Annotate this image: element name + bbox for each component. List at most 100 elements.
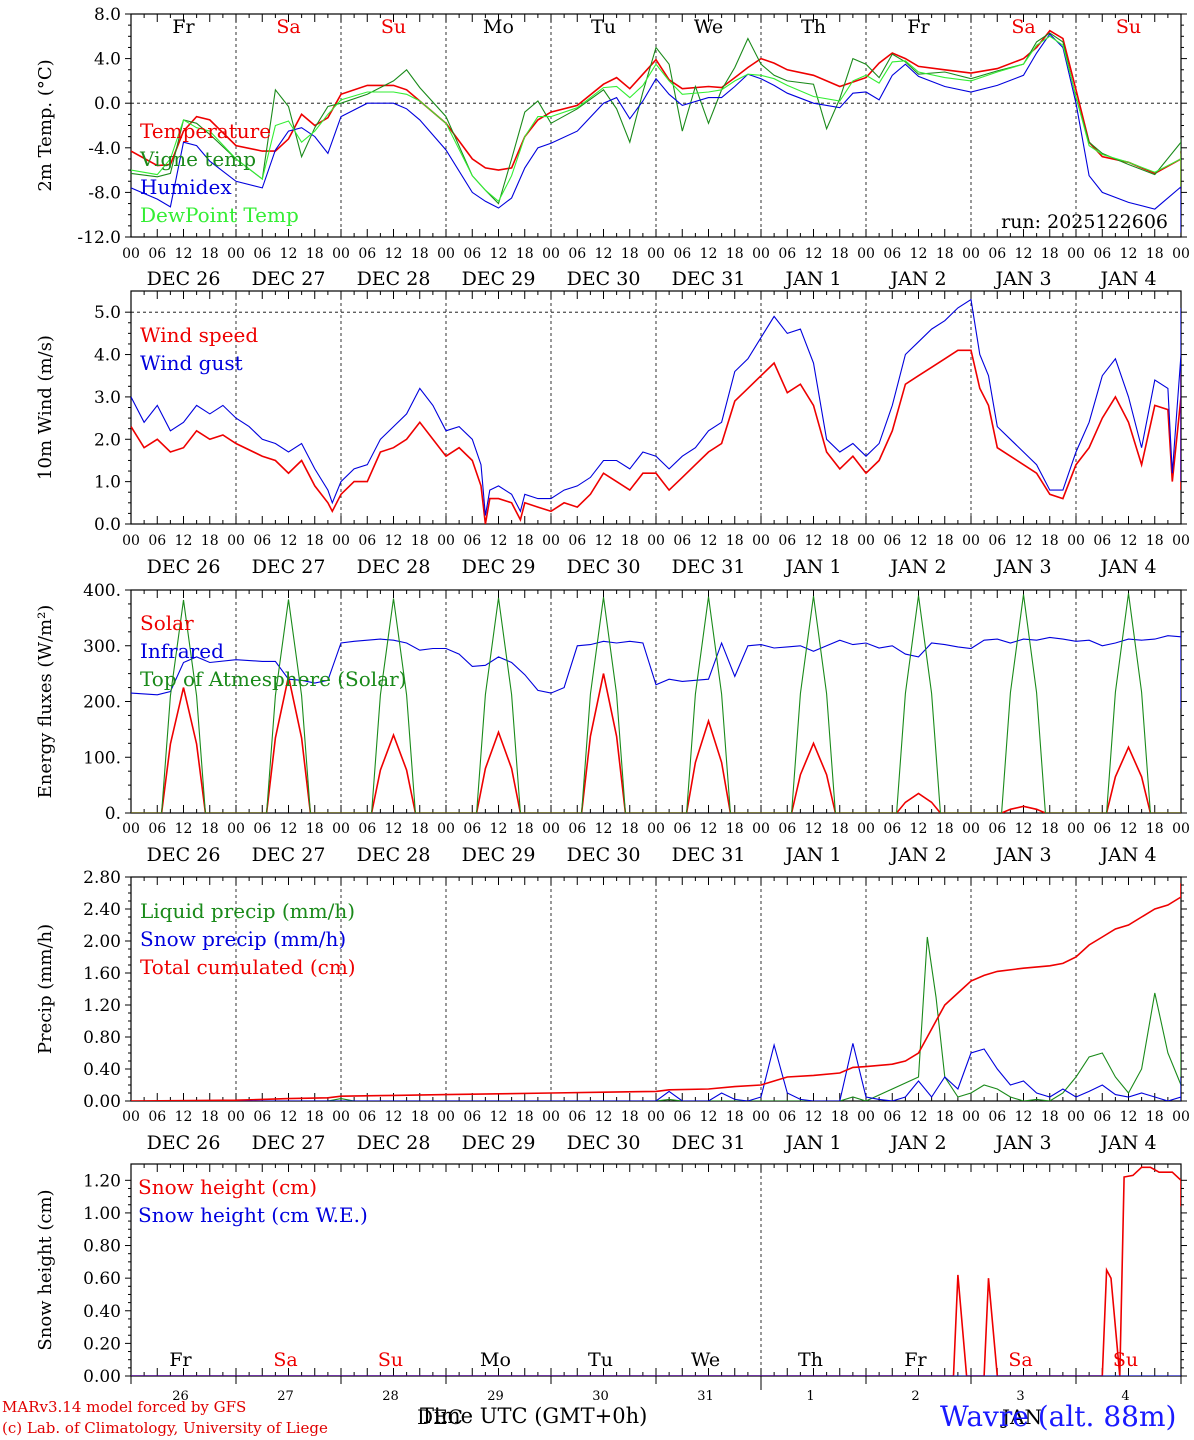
y-tick-label: 2.40 [83, 900, 121, 920]
y-tick-label: 1.00 [83, 1204, 121, 1224]
x-tick-label: 00 [1067, 533, 1085, 549]
x-tick-label: 06 [1093, 821, 1111, 837]
y-tick-label: 5.0 [94, 303, 121, 323]
x-tick-label: 00 [437, 533, 455, 549]
date-label: DEC 26 [147, 268, 221, 290]
day-number: 31 [697, 1389, 714, 1404]
weekday-label: We [694, 16, 723, 38]
x-tick-label: 18 [936, 246, 954, 262]
x-tick-label: 18 [1041, 246, 1059, 262]
series-line-solar [131, 673, 1181, 813]
x-tick-label: 12 [910, 1109, 928, 1125]
x-tick-label: 12 [595, 1109, 613, 1125]
weekday-label: Su [1116, 16, 1141, 38]
weekday-label: Fr [172, 16, 195, 38]
x-tick-label: 12 [280, 533, 298, 549]
x-tick-label: 00 [857, 246, 875, 262]
month-label: DEC [417, 1405, 463, 1429]
date-label: DEC 26 [147, 556, 221, 578]
panel-2: 5.0 4.0 3.0 2.0 1.0 0.0 10m Wind (m/s) 00 06 12 18… [35, 290, 1190, 578]
x-tick-label: 00 [332, 1109, 350, 1125]
legend-entry: Total cumulated (cm) [140, 955, 356, 979]
y-tick-label: 0.00 [83, 1092, 121, 1112]
x-tick-label: 12 [175, 821, 193, 837]
x-tick-label: 18 [306, 246, 324, 262]
x-tick-label: 00 [962, 1109, 980, 1125]
x-tick-label: 06 [463, 821, 481, 837]
x-tick-label: 00 [752, 246, 770, 262]
y-axis-title: Precip (mm/h) [35, 924, 56, 1054]
x-tick-label: 12 [700, 1109, 718, 1125]
date-label: DEC 30 [567, 844, 641, 866]
date-label: JAN 3 [993, 556, 1051, 578]
x-tick-label: 12 [385, 1109, 403, 1125]
date-label: DEC 30 [567, 1132, 641, 1154]
x-tick-label: 06 [253, 821, 271, 837]
date-label: DEC 28 [357, 844, 431, 866]
x-tick-label: 06 [148, 821, 166, 837]
weekday-label: Mo [480, 1349, 511, 1371]
x-tick-label: 06 [673, 1109, 691, 1125]
x-tick-label: 12 [910, 533, 928, 549]
x-tick-label: 12 [385, 533, 403, 549]
date-label: DEC 28 [357, 1132, 431, 1154]
series-line-wind-speed [131, 349, 1181, 524]
x-tick-label: 06 [568, 246, 586, 262]
x-tick-label: 06 [988, 246, 1006, 262]
y-tick-label: 100. [83, 748, 121, 768]
x-tick-label: 12 [595, 246, 613, 262]
x-tick-label: 18 [936, 533, 954, 549]
x-tick-label: 06 [883, 1109, 901, 1125]
legend-entry: Wind speed [140, 323, 258, 347]
date-label: DEC 29 [462, 1132, 536, 1154]
series-line-snow-height-cm- [131, 1166, 1181, 1376]
x-tick-label: 18 [936, 821, 954, 837]
x-tick-label: 00 [227, 246, 245, 262]
y-axis-title: Energy fluxes (W/m²) [35, 605, 56, 799]
x-tick-label: 00 [332, 821, 350, 837]
x-tick-label: 06 [1093, 533, 1111, 549]
x-tick-label: 00 [227, 821, 245, 837]
x-tick-label: 00 [1172, 533, 1190, 549]
x-tick-label: 06 [778, 821, 796, 837]
x-tick-label: 06 [358, 1109, 376, 1125]
date-label: DEC 26 [147, 844, 221, 866]
weekday-label: Sa [273, 1349, 297, 1371]
x-tick-label: 12 [385, 821, 403, 837]
x-tick-label: 12 [490, 821, 508, 837]
x-tick-label: 06 [358, 246, 376, 262]
weekday-label: Sa [1008, 1349, 1032, 1371]
x-tick-label: 00 [647, 1109, 665, 1125]
x-tick-label: 12 [1120, 1109, 1138, 1125]
x-tick-label: 12 [175, 533, 193, 549]
legend-entry: Top of Atmesphere (Solar) [140, 667, 406, 691]
series-line-vigne-temp [131, 32, 1181, 205]
date-label: JAN 2 [888, 268, 946, 290]
weekday-label: Th [798, 1349, 823, 1371]
x-tick-label: 12 [175, 1109, 193, 1125]
x-tick-label: 06 [778, 533, 796, 549]
x-tick-label: 12 [805, 1109, 823, 1125]
x-tick-label: 00 [647, 246, 665, 262]
day-number: 27 [277, 1389, 294, 1404]
date-label: DEC 26 [147, 1132, 221, 1154]
day-number: 30 [592, 1389, 609, 1404]
x-tick-label: 06 [358, 533, 376, 549]
date-label: JAN 2 [888, 1132, 946, 1154]
day-number: 28 [382, 1389, 399, 1404]
x-tick-label: 18 [516, 246, 534, 262]
x-tick-label: 12 [700, 821, 718, 837]
y-tick-label: 0.80 [83, 1237, 121, 1257]
x-tick-label: 18 [306, 821, 324, 837]
date-label: DEC 27 [252, 268, 326, 290]
x-tick-label: 12 [280, 1109, 298, 1125]
y-axis-title: Snow height (cm) [35, 1189, 56, 1350]
x-tick-label: 18 [201, 821, 219, 837]
x-axis-title: Time UTC (GMT+0h) [420, 1404, 648, 1428]
legend-entry: Snow precip (mm/h) [140, 927, 346, 951]
x-tick-label: 18 [411, 1109, 429, 1125]
y-tick-label: 1.20 [83, 1171, 121, 1191]
x-tick-label: 06 [988, 533, 1006, 549]
weekday-label: Mo [483, 16, 514, 38]
date-label: DEC 31 [672, 268, 746, 290]
